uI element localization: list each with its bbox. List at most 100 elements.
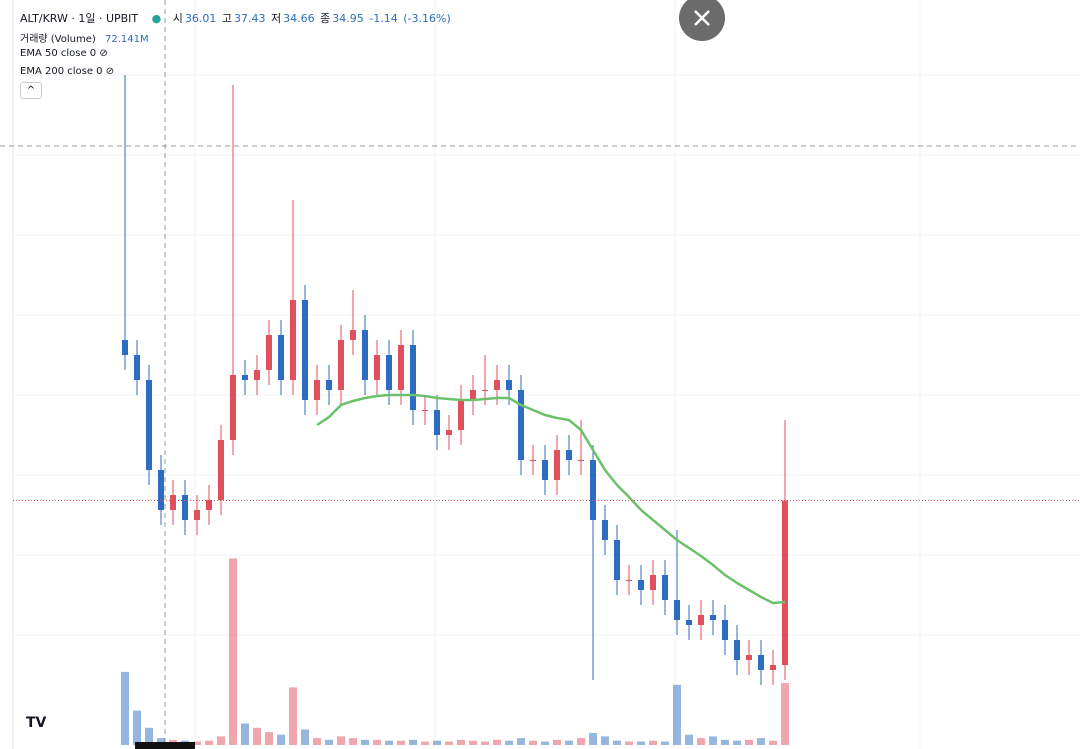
candle-body (194, 510, 200, 520)
volume-bar (745, 739, 753, 745)
candle-body (338, 340, 344, 390)
candle-body (242, 375, 248, 380)
volume-bar (637, 741, 645, 745)
symbol-header: ALT/KRW · 1일 · UPBIT ● 시 36.01 고 37.43 저 34… (20, 10, 453, 26)
volume-bar (757, 738, 765, 745)
candle-body (398, 345, 404, 390)
candle-body (254, 370, 260, 380)
candle-body (626, 580, 632, 581)
volume-bar (601, 736, 609, 745)
candle-body (686, 620, 692, 625)
candle-body (734, 640, 740, 660)
candle-body (278, 335, 284, 380)
time-marker (135, 742, 195, 749)
candle-body (554, 450, 560, 480)
change-pct: (-3.16%) (403, 12, 451, 25)
candle-body (170, 495, 176, 510)
candle-body (218, 440, 224, 500)
volume-bar (361, 739, 369, 745)
volume-bar (217, 736, 225, 745)
volume-bar (505, 740, 513, 745)
candle-body (446, 430, 452, 435)
volume-bar (457, 739, 465, 745)
low-label: 저 (271, 12, 282, 25)
svg-text:TV: TV (26, 715, 47, 731)
low: 34.66 (283, 12, 315, 25)
candle-body (782, 500, 788, 665)
candle-body (410, 345, 416, 410)
volume-bar (541, 741, 549, 745)
volume-name: 거래량 (Volume) (20, 34, 96, 45)
candle-body (542, 460, 548, 480)
candle-body (314, 380, 320, 400)
volume-bar (625, 741, 633, 745)
candle-body (758, 655, 764, 670)
candle-body (302, 300, 308, 400)
candle-body (638, 580, 644, 590)
candle-body (566, 450, 572, 460)
candle-body (494, 380, 500, 390)
candle-body (674, 600, 680, 620)
candle-body (266, 335, 272, 370)
candle-body (530, 460, 536, 461)
candle-body (374, 355, 380, 380)
collapse-button[interactable]: ^ (20, 82, 42, 99)
ema200-legend: EMA 200 close 0 ⊘ (20, 66, 115, 77)
candle-body (710, 615, 716, 620)
volume-bar (325, 739, 333, 745)
candle-body (578, 460, 584, 461)
volume-bar (685, 734, 693, 745)
close-button[interactable] (679, 0, 725, 41)
volume-bar (133, 710, 141, 745)
volume-bar (661, 741, 669, 745)
close: 34.95 (332, 12, 364, 25)
volume-bar (205, 740, 213, 745)
volume-bar (421, 741, 429, 745)
volume-bar (721, 739, 729, 745)
candle-body (182, 495, 188, 520)
candle-body (386, 355, 392, 390)
volume-bar (673, 684, 681, 745)
volume-value: 72.141M (104, 34, 149, 45)
candle-body (662, 575, 668, 600)
volume-bar (529, 740, 537, 745)
volume-bar (649, 740, 657, 745)
volume-bar (733, 740, 741, 745)
candle-body (290, 300, 296, 380)
volume-bar (433, 740, 441, 745)
candle-body (146, 380, 152, 470)
status-dot: ● (151, 12, 162, 25)
volume-bar (517, 738, 525, 745)
candle-body (134, 355, 140, 380)
symbol: ALT/KRW · 1일 · UPBIT (20, 12, 139, 25)
candle-body (590, 460, 596, 520)
candle-body (158, 470, 164, 510)
volume-bar (577, 738, 585, 745)
candle-body (206, 500, 212, 510)
candle-body (470, 390, 476, 400)
candle-body (518, 390, 524, 460)
volume-bar (445, 741, 453, 745)
candle-body (482, 390, 488, 391)
volume-bar (241, 723, 249, 745)
candle-body (326, 380, 332, 390)
candle-body (434, 410, 440, 435)
volume-bar (409, 739, 417, 745)
candle-body (614, 540, 620, 580)
ema200: EMA 200 close 0 (20, 66, 103, 77)
ema-line (316, 393, 786, 605)
candle-body (458, 400, 464, 430)
volume-bar (301, 729, 309, 745)
candle-body (770, 665, 776, 670)
volume-bar (697, 738, 705, 745)
candle-body (362, 330, 368, 380)
open-label: 시 (172, 12, 183, 25)
volume-legend: 거래량 (Volume) 72.141M (20, 30, 149, 45)
volume-bar (277, 734, 285, 745)
volume-bar (289, 687, 297, 745)
volume-bar (397, 740, 405, 745)
candle-body (746, 655, 752, 660)
volume-bar (781, 682, 789, 745)
change: -1.14 (369, 12, 398, 25)
